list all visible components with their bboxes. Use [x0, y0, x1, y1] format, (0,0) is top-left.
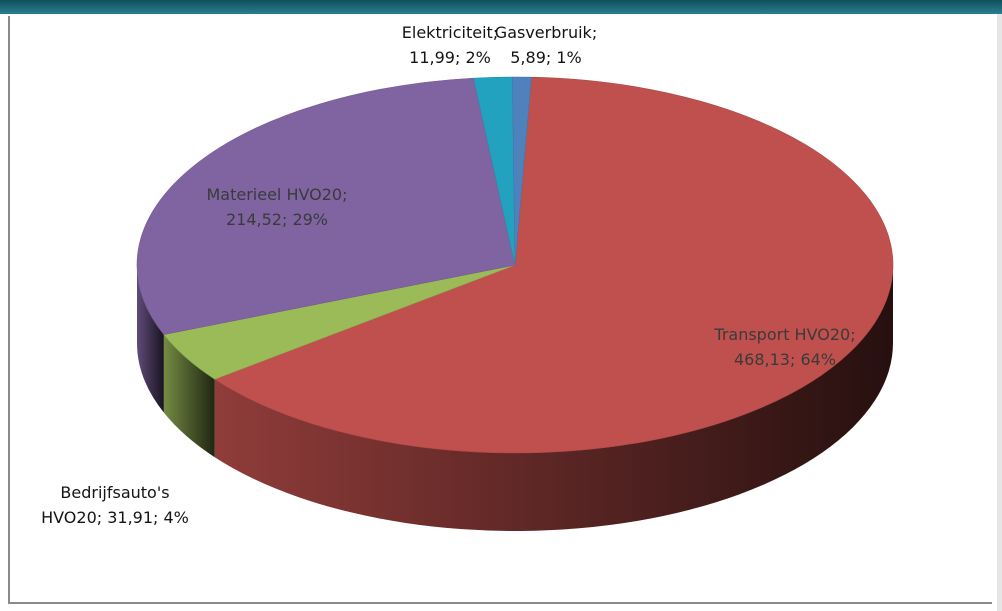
data-label-elektriciteit-line1: Elektriciteit; [401, 23, 499, 42]
pie-sides [137, 265, 893, 531]
data-label-gasverbruik-line1: Gasverbruik; [494, 23, 598, 42]
data-label-materieel-line2: 214,52; 29% [225, 210, 329, 229]
data-label-gasverbruik-line2: 5,89; 1% [510, 48, 582, 67]
pie-side-transport-hvo20 [214, 265, 893, 531]
data-label-transport: Transport HVO20; 468,13; 64% [680, 322, 890, 372]
pie-slice-gasverbruik [512, 76, 532, 266]
pie-slice-materieel-hvo20 [136, 77, 516, 335]
chart-frame [8, 16, 992, 604]
pie-top [136, 76, 894, 454]
right-edge-strip [997, 14, 1002, 611]
data-label-transport-line2: 468,13; 64% [733, 350, 837, 369]
data-label-bedrijfsautos-line2: HVO20; 31,91; 4% [41, 508, 189, 527]
data-label-materieel: Materieel HVO20; 214,52; 29% [172, 182, 382, 232]
data-label-elektriciteit-line2: 11,99; 2% [409, 48, 491, 67]
pie-slice-transport-hvo20 [214, 76, 894, 454]
data-label-materieel-line1: Materieel HVO20; [206, 185, 348, 204]
data-label-bedrijfsautos-line1: Bedrijfsauto's [60, 483, 170, 502]
pie-side-bedrijfsauto-s-hvo20 [163, 334, 215, 458]
pie-side-materieel-hvo20 [137, 265, 164, 413]
data-label-transport-line1: Transport HVO20; [714, 325, 856, 344]
data-label-elektriciteit: Elektriciteit; 11,99; 2% [380, 20, 520, 70]
data-label-bedrijfsautos: Bedrijfsauto's HVO20; 31,91; 4% [10, 480, 220, 530]
top-color-band [0, 0, 1002, 14]
data-label-gasverbruik: Gasverbruik; 5,89; 1% [486, 20, 606, 70]
